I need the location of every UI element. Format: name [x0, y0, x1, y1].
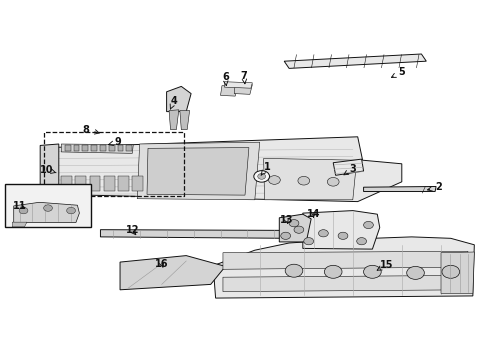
Polygon shape: [118, 176, 129, 191]
Polygon shape: [61, 176, 72, 191]
Polygon shape: [132, 176, 143, 191]
Polygon shape: [118, 145, 123, 151]
Polygon shape: [82, 145, 88, 151]
Text: 15: 15: [377, 260, 394, 270]
Text: 16: 16: [155, 258, 169, 269]
Text: 9: 9: [108, 137, 121, 147]
Polygon shape: [12, 222, 27, 227]
Polygon shape: [223, 251, 468, 269]
Text: 10: 10: [40, 165, 56, 175]
Circle shape: [254, 171, 270, 182]
Circle shape: [338, 232, 348, 239]
Circle shape: [357, 238, 367, 245]
Text: 5: 5: [392, 67, 405, 77]
Text: 6: 6: [222, 72, 229, 86]
Circle shape: [281, 232, 291, 239]
Polygon shape: [220, 86, 238, 96]
Text: 12: 12: [125, 225, 139, 235]
Polygon shape: [279, 214, 311, 242]
Circle shape: [269, 176, 280, 184]
Circle shape: [44, 205, 52, 211]
Polygon shape: [75, 176, 86, 191]
Polygon shape: [264, 158, 357, 200]
Polygon shape: [65, 145, 71, 151]
Circle shape: [285, 264, 303, 277]
Polygon shape: [61, 144, 133, 153]
Polygon shape: [223, 275, 468, 292]
Circle shape: [407, 266, 424, 279]
Polygon shape: [44, 137, 402, 202]
Polygon shape: [14, 202, 79, 222]
Circle shape: [67, 207, 75, 214]
Text: 14: 14: [307, 209, 320, 219]
Text: 3: 3: [344, 164, 356, 175]
Circle shape: [304, 238, 314, 245]
Text: 2: 2: [428, 182, 442, 192]
Text: 7: 7: [241, 71, 247, 84]
Circle shape: [327, 177, 339, 186]
Polygon shape: [104, 176, 115, 191]
Polygon shape: [74, 145, 79, 151]
Polygon shape: [109, 145, 115, 151]
Polygon shape: [100, 145, 106, 151]
Bar: [44, 132, 184, 196]
Polygon shape: [284, 54, 426, 68]
Polygon shape: [224, 82, 252, 88]
Polygon shape: [333, 159, 364, 175]
Circle shape: [294, 226, 304, 233]
Polygon shape: [213, 237, 474, 298]
Polygon shape: [147, 148, 249, 195]
Polygon shape: [303, 211, 380, 249]
Circle shape: [19, 207, 28, 214]
Polygon shape: [126, 145, 132, 151]
Circle shape: [364, 265, 381, 278]
Polygon shape: [137, 142, 260, 200]
Polygon shape: [90, 176, 100, 191]
Text: 13: 13: [280, 215, 294, 225]
Text: 1: 1: [261, 162, 270, 175]
Circle shape: [258, 174, 266, 179]
Polygon shape: [40, 144, 59, 195]
Polygon shape: [180, 111, 190, 130]
Polygon shape: [364, 186, 436, 192]
Circle shape: [324, 265, 342, 278]
Polygon shape: [100, 230, 290, 238]
Text: 4: 4: [170, 96, 177, 109]
Bar: [5, 184, 91, 227]
Circle shape: [442, 265, 460, 278]
Text: 11: 11: [13, 201, 26, 211]
Circle shape: [298, 176, 310, 185]
Circle shape: [289, 220, 299, 227]
Circle shape: [364, 221, 373, 229]
Polygon shape: [441, 252, 474, 293]
Polygon shape: [91, 145, 97, 151]
Polygon shape: [169, 110, 179, 130]
Text: 8: 8: [82, 125, 99, 135]
Circle shape: [318, 230, 328, 237]
Polygon shape: [167, 86, 191, 112]
Polygon shape: [120, 256, 225, 290]
Polygon shape: [234, 84, 252, 94]
